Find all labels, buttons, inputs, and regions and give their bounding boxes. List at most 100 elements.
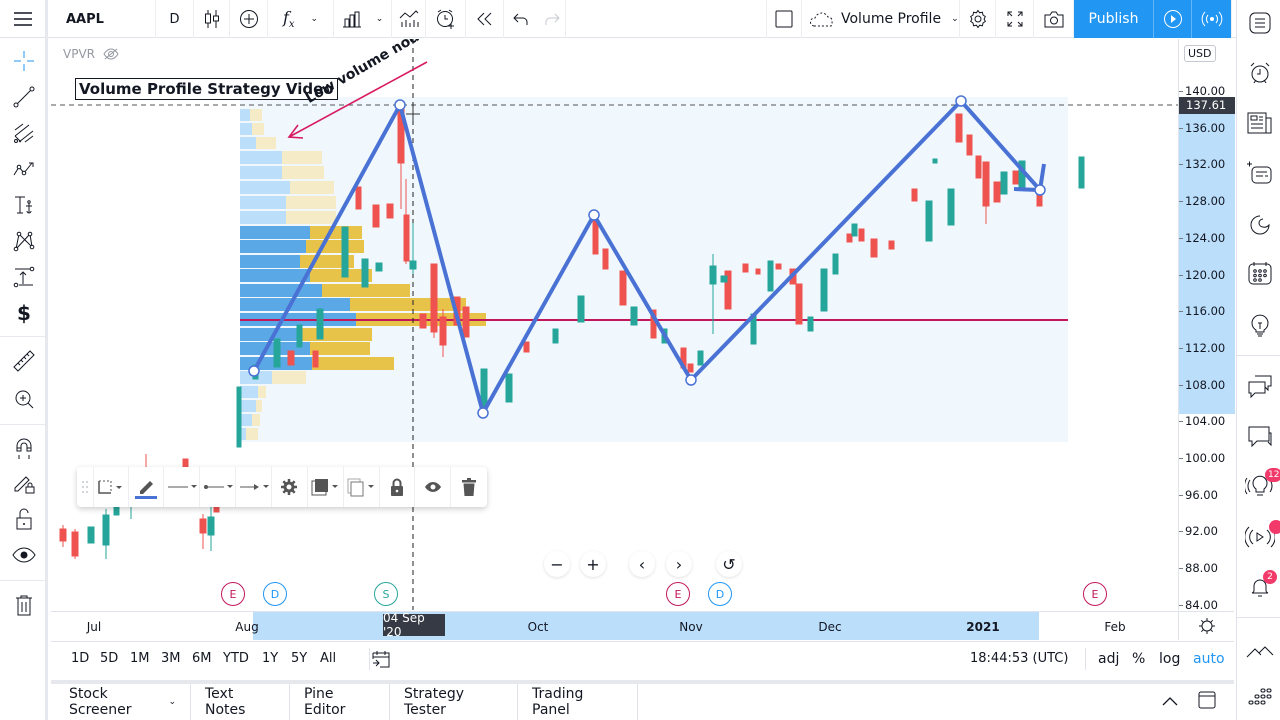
zoom-in-button[interactable]: +: [580, 551, 606, 577]
zoom-out-button[interactable]: −: [544, 551, 570, 577]
redo-button[interactable]: [538, 0, 566, 38]
event-marker[interactable]: E: [1083, 582, 1107, 606]
event-marker[interactable]: D: [708, 582, 732, 606]
scale-option-adj[interactable]: adj: [1098, 651, 1120, 667]
range-button-all[interactable]: All: [320, 651, 337, 666]
replay-button[interactable]: [466, 0, 504, 38]
range-button-1d[interactable]: 1D: [71, 651, 90, 666]
templates-button[interactable]: ⌄: [334, 0, 392, 38]
eye-off-icon[interactable]: [103, 48, 119, 60]
text-tool[interactable]: [9, 190, 39, 220]
publish-button[interactable]: Publish: [1074, 0, 1154, 38]
drag-handle[interactable]: [77, 467, 94, 507]
financials-button[interactable]: [392, 0, 426, 38]
more-panels-button[interactable]: [1245, 682, 1275, 712]
lock-button[interactable]: [380, 467, 416, 507]
watchlist-button[interactable]: [1245, 8, 1275, 38]
range-button-3m[interactable]: 3M: [161, 651, 181, 666]
data-window-button[interactable]: [1245, 158, 1275, 188]
notifications-button[interactable]: 2: [1245, 570, 1277, 602]
ideas-button[interactable]: [1245, 310, 1275, 340]
undo-button[interactable]: [504, 0, 538, 38]
line-color-button[interactable]: [129, 467, 165, 507]
price-note-tool[interactable]: $: [9, 298, 39, 328]
layout-name-button[interactable]: Volume Profile ⌄: [802, 0, 960, 38]
range-button-6m[interactable]: 6M: [192, 651, 212, 666]
collapse-sidebar-button[interactable]: [1245, 636, 1275, 666]
event-marker[interactable]: S: [374, 582, 398, 606]
line-width-button[interactable]: [164, 467, 201, 507]
symbol-search[interactable]: AAPL: [52, 0, 156, 38]
calendar-button[interactable]: [1245, 258, 1275, 288]
hotlists-button[interactable]: [1245, 210, 1275, 240]
prediction-tool[interactable]: [9, 262, 39, 292]
visual-order-button[interactable]: [308, 467, 344, 507]
settings-button[interactable]: [272, 467, 308, 507]
indicators-button[interactable]: fx ⌄: [268, 0, 334, 38]
range-button-ytd[interactable]: YTD: [223, 651, 249, 666]
chart-type-button[interactable]: [194, 0, 230, 38]
title-text-box[interactable]: Volume Profile Strategy Video: [75, 78, 338, 100]
snapshot-button[interactable]: [1034, 0, 1074, 38]
ideas-stream-button[interactable]: 12: [1245, 468, 1280, 500]
tab-strategy-tester[interactable]: Strategy Tester: [390, 684, 518, 720]
scroll-left-button[interactable]: ‹: [629, 551, 655, 577]
axis-settings-button[interactable]: [1178, 612, 1234, 640]
menu-button[interactable]: [0, 0, 48, 38]
clock[interactable]: 18:44:53 (UTC): [970, 651, 1069, 666]
range-button-1m[interactable]: 1M: [130, 651, 150, 666]
line-end-button[interactable]: [236, 467, 272, 507]
stay-in-drawing-mode-tool[interactable]: [9, 468, 39, 498]
event-marker[interactable]: D: [263, 582, 287, 606]
clone-button[interactable]: [344, 467, 380, 507]
time-axis[interactable]: Jul Aug Oct Nov Dec 2021 Feb 04 Sep '20: [51, 611, 1234, 640]
hide-button[interactable]: [415, 467, 452, 507]
live-stream-button[interactable]: [1192, 0, 1232, 38]
alerts-button[interactable]: [1245, 58, 1275, 88]
remove-drawings-tool[interactable]: [9, 590, 39, 620]
interval-button[interactable]: D: [156, 0, 194, 38]
maximize-panel-button[interactable]: [1198, 691, 1216, 713]
patterns-tool[interactable]: [9, 154, 39, 184]
delete-button[interactable]: [451, 467, 487, 507]
fullscreen-button[interactable]: [996, 0, 1034, 38]
crosshair-tool[interactable]: [9, 46, 39, 76]
line-start-button[interactable]: [200, 467, 237, 507]
zoom-in-tool[interactable]: [9, 384, 39, 414]
go-to-date-button[interactable]: [371, 649, 391, 673]
collapse-panel-button[interactable]: [1161, 692, 1179, 711]
reset-chart-button[interactable]: ↺: [716, 551, 742, 577]
currency-button[interactable]: USD: [1184, 45, 1216, 62]
chart-pane[interactable]: VPVR: [51, 39, 1178, 610]
magnet-tool[interactable]: [9, 434, 39, 464]
trend-line-tool[interactable]: [9, 82, 39, 112]
event-marker[interactable]: E: [221, 582, 245, 606]
xabcd-pattern-tool[interactable]: [9, 226, 39, 256]
news-button[interactable]: [1245, 108, 1275, 138]
tab-text-notes[interactable]: Text Notes: [191, 684, 290, 720]
streams-button[interactable]: [1245, 520, 1280, 552]
lock-drawings-tool[interactable]: [9, 504, 39, 534]
scale-option-log[interactable]: log: [1159, 651, 1181, 667]
measure-tool[interactable]: [9, 346, 39, 376]
publish-video-button[interactable]: [1154, 0, 1192, 38]
settings-button[interactable]: [960, 0, 996, 38]
select-layout-button[interactable]: [766, 0, 802, 38]
range-button-5d[interactable]: 5D: [100, 651, 119, 666]
tab-trading-panel[interactable]: Trading Panel: [518, 684, 638, 720]
tab-stock-screener[interactable]: Stock Screener ⌄: [55, 684, 191, 720]
template-button[interactable]: [94, 467, 129, 507]
compare-button[interactable]: [230, 0, 268, 38]
scale-option-percent[interactable]: %: [1132, 651, 1146, 667]
scale-option-auto[interactable]: auto: [1193, 651, 1225, 667]
private-chats-button[interactable]: [1245, 422, 1275, 452]
price-axis[interactable]: USD 140.00 136.00 132.00 128.00 124.00 120.00…: [1178, 39, 1235, 612]
tab-pine-editor[interactable]: Pine Editor: [290, 684, 390, 720]
fib-tool[interactable]: [9, 118, 39, 148]
hide-drawings-tool[interactable]: [9, 540, 39, 570]
event-marker[interactable]: E: [666, 582, 690, 606]
scroll-right-button[interactable]: ›: [666, 551, 692, 577]
range-button-1y[interactable]: 1Y: [262, 651, 279, 666]
chats-button[interactable]: [1245, 372, 1275, 402]
range-button-5y[interactable]: 5Y: [291, 651, 308, 666]
